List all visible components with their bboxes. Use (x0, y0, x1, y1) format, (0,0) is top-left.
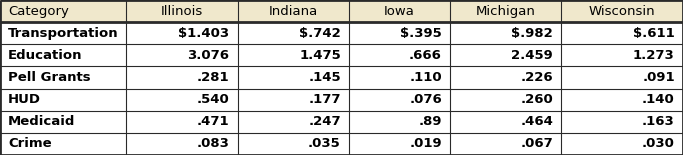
Bar (450, 0, 561, 22)
Text: .140: .140 (642, 93, 675, 106)
Bar (126, 44, 238, 66)
Text: Category: Category (8, 4, 69, 18)
Bar (349, 22, 450, 44)
Text: .226: .226 (520, 71, 553, 84)
Bar (0, 133, 126, 155)
Bar (126, 89, 238, 111)
Bar (349, 111, 450, 133)
Bar (0, 22, 126, 44)
Text: .145: .145 (308, 71, 341, 84)
Bar (126, 22, 238, 44)
Bar (561, 0, 683, 22)
Text: .083: .083 (197, 137, 229, 151)
Text: .035: .035 (308, 137, 341, 151)
Text: $.395: $.395 (400, 27, 442, 40)
Bar (349, 66, 450, 89)
Text: .163: .163 (642, 115, 675, 128)
Bar (126, 111, 238, 133)
Text: .019: .019 (409, 137, 442, 151)
Text: Illinois: Illinois (161, 4, 203, 18)
Text: Wisconsin: Wisconsin (589, 4, 656, 18)
Text: .471: .471 (197, 115, 229, 128)
Bar (0, 0, 126, 22)
Text: .067: .067 (520, 137, 553, 151)
Text: Pell Grants: Pell Grants (8, 71, 91, 84)
Bar (450, 66, 561, 89)
Text: .091: .091 (642, 71, 675, 84)
Text: Transportation: Transportation (8, 27, 119, 40)
Bar (561, 22, 683, 44)
Bar (561, 111, 683, 133)
Bar (0, 111, 126, 133)
Text: .464: .464 (520, 115, 553, 128)
Text: .89: .89 (419, 115, 442, 128)
Bar (450, 22, 561, 44)
Bar (238, 66, 349, 89)
Text: 3.076: 3.076 (188, 49, 229, 62)
Text: $.611: $.611 (633, 27, 675, 40)
Text: Michigan: Michigan (476, 4, 535, 18)
Bar (561, 66, 683, 89)
Text: Crime: Crime (8, 137, 52, 151)
Text: .177: .177 (308, 93, 341, 106)
Bar (238, 0, 349, 22)
Bar (561, 89, 683, 111)
Text: $.742: $.742 (299, 27, 341, 40)
Bar (349, 133, 450, 155)
Bar (450, 111, 561, 133)
Text: Medicaid: Medicaid (8, 115, 76, 128)
Bar (238, 44, 349, 66)
Text: $.982: $.982 (512, 27, 553, 40)
Bar (349, 44, 450, 66)
Bar (561, 133, 683, 155)
Text: $1.403: $1.403 (178, 27, 229, 40)
Text: .666: .666 (409, 49, 442, 62)
Bar (0, 44, 126, 66)
Bar (126, 133, 238, 155)
Bar (450, 44, 561, 66)
Bar (349, 89, 450, 111)
Text: HUD: HUD (8, 93, 41, 106)
Bar (126, 66, 238, 89)
Bar (0, 89, 126, 111)
Text: .110: .110 (409, 71, 442, 84)
Text: .540: .540 (197, 93, 229, 106)
Text: .281: .281 (197, 71, 229, 84)
Text: 1.273: 1.273 (633, 49, 675, 62)
Bar (450, 89, 561, 111)
Text: .247: .247 (308, 115, 341, 128)
Bar (561, 44, 683, 66)
Bar (238, 22, 349, 44)
Bar (126, 0, 238, 22)
Bar (349, 0, 450, 22)
Bar (238, 89, 349, 111)
Text: .260: .260 (520, 93, 553, 106)
Text: 2.459: 2.459 (512, 49, 553, 62)
Text: Indiana: Indiana (268, 4, 318, 18)
Text: Education: Education (8, 49, 83, 62)
Bar (238, 133, 349, 155)
Bar (0, 66, 126, 89)
Text: Iowa: Iowa (384, 4, 415, 18)
Bar (238, 111, 349, 133)
Text: 1.475: 1.475 (299, 49, 341, 62)
Text: .076: .076 (409, 93, 442, 106)
Bar (450, 133, 561, 155)
Text: .030: .030 (642, 137, 675, 151)
